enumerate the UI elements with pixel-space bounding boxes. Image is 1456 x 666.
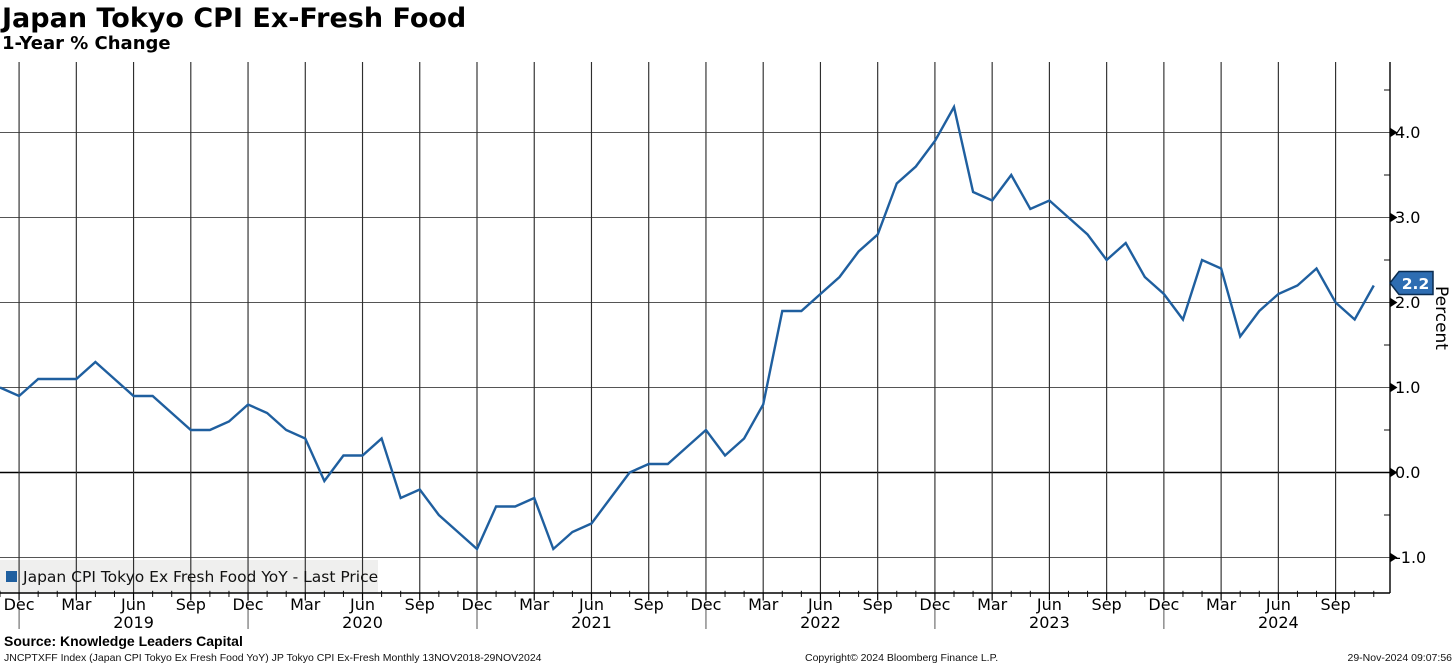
chart-title: Japan Tokyo CPI Ex-Fresh Food [2, 3, 467, 34]
legend-series-label: Japan CPI Tokyo Ex Fresh Food YoY - Last… [23, 567, 379, 586]
last-price-label: 2.2 [1402, 275, 1429, 293]
legend: Japan CPI Tokyo Ex Fresh Food YoY - Last… [6, 560, 378, 593]
y-axis-tick-arrow [1390, 468, 1398, 477]
y-axis-title: Percent [1431, 286, 1451, 350]
last-price-badge-shape [1389, 270, 1434, 296]
y-axis-tick-arrow [1390, 298, 1398, 307]
cpi-price-line [0, 103, 1375, 552]
y-axis-tick-arrow [1390, 213, 1398, 222]
legend-background-strip [0, 560, 378, 593]
axis-ticks [0, 62, 1398, 629]
footer-source: Source: Knowledge Leaders Capital [4, 633, 243, 649]
gridlines [0, 62, 1390, 593]
y-axis-tick-arrow [1390, 553, 1398, 562]
price-line-group [0, 103, 1375, 552]
last-price-badge: 2.2 [1389, 270, 1434, 296]
y-axis-tick-arrow [1390, 128, 1398, 137]
legend-series-marker [6, 571, 17, 582]
footer-timestamp: 29-Nov-2024 09:07:56 [1347, 652, 1453, 664]
footer-copyright: Copyright© 2024 Bloomberg Finance L.P. [805, 652, 999, 664]
footer-ticker-info: JNCPTXFF Index (Japan CPI Tokyo Ex Fresh… [4, 652, 542, 664]
y-axis-tick-arrow [1390, 383, 1398, 392]
chart-subtitle: 1-Year % Change [2, 33, 171, 54]
